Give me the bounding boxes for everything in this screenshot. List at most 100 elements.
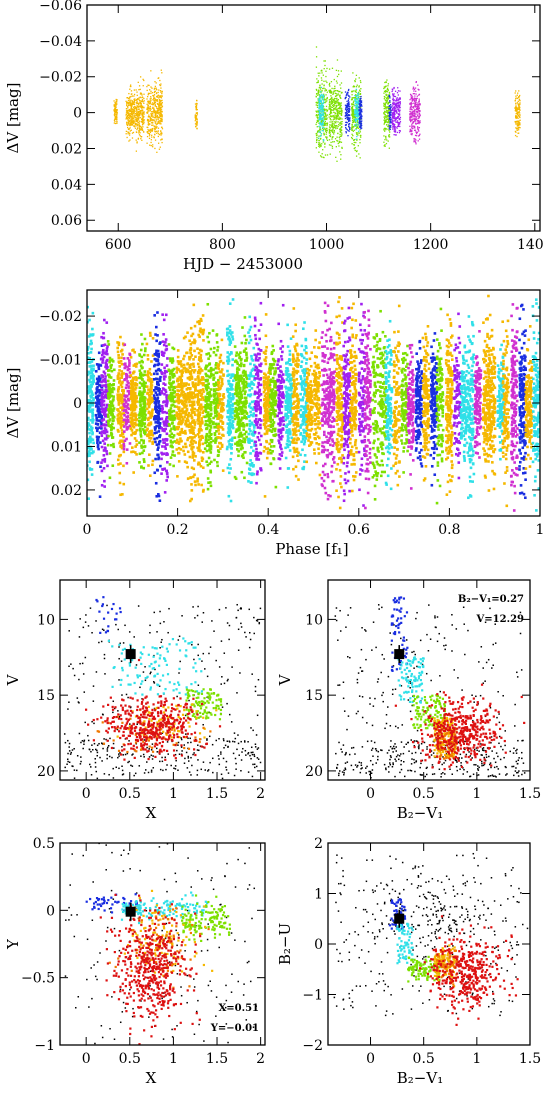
data-point: [315, 134, 318, 137]
data-point: [517, 120, 519, 122]
data-point: [347, 105, 350, 107]
data-point: [157, 118, 159, 120]
data-point: [389, 114, 391, 117]
data-point: [120, 370, 124, 373]
data-point: [321, 83, 323, 85]
data-point: [315, 114, 317, 117]
data-point: [147, 110, 149, 112]
data-point: [104, 393, 108, 397]
data-point: [321, 123, 323, 125]
data-point: [95, 387, 99, 391]
data-point: [181, 371, 185, 374]
data-point: [116, 341, 119, 344]
data-point: [127, 131, 129, 133]
data-point: [320, 100, 322, 102]
data-point: [169, 369, 173, 373]
data-point: [156, 349, 160, 353]
data-point: [335, 146, 337, 148]
data-point: [357, 102, 360, 104]
data-point: [321, 153, 323, 155]
data-point: [519, 122, 521, 124]
data-point: [352, 72, 354, 74]
data-point: [149, 102, 151, 104]
data-point: [156, 115, 158, 117]
data-point: [359, 99, 361, 102]
data-point: [329, 134, 332, 136]
data-point: [160, 130, 162, 132]
data-point: [149, 413, 152, 417]
data-point: [355, 125, 358, 127]
data-point: [329, 85, 331, 87]
data-point: [143, 100, 145, 102]
data-point: [117, 421, 120, 425]
data-point: [108, 403, 111, 407]
data-point: [330, 106, 332, 108]
data-point: [139, 88, 141, 91]
data-point: [110, 443, 113, 447]
data-point: [157, 130, 159, 132]
data-point: [141, 128, 143, 130]
data-point: [393, 107, 395, 109]
data-point: [131, 419, 134, 423]
data-point: [396, 127, 398, 129]
data-point: [322, 149, 324, 151]
data-point: [330, 98, 332, 100]
data-point: [120, 385, 124, 389]
data-point: [324, 146, 326, 148]
data-point: [147, 108, 149, 111]
data-point: [322, 74, 324, 76]
data-point: [170, 416, 173, 420]
data-point: [143, 396, 147, 400]
data-point: [383, 105, 385, 107]
data-point: [323, 95, 325, 97]
x-tick-label: 1200: [413, 237, 449, 253]
data-point: [322, 108, 324, 111]
data-point: [322, 105, 324, 107]
data-point: [118, 369, 121, 372]
data-point: [95, 416, 98, 420]
data-point: [138, 114, 141, 116]
data-point: [132, 109, 134, 112]
data-point: [315, 141, 318, 144]
data-point: [332, 115, 335, 117]
data-point: [105, 367, 109, 370]
data-point: [321, 103, 324, 105]
data-point: [359, 102, 362, 104]
data-point: [157, 419, 160, 423]
data-point: [320, 96, 322, 98]
data-point: [134, 365, 138, 368]
data-point: [517, 92, 519, 94]
y-tick-label: −0.04: [39, 34, 82, 50]
data-point: [415, 123, 417, 125]
data-point: [354, 94, 356, 97]
data-point: [339, 94, 341, 96]
data-point: [334, 112, 337, 115]
data-point: [132, 111, 134, 113]
data-point: [321, 93, 323, 96]
data-point: [150, 377, 153, 381]
data-point: [348, 125, 350, 128]
data-point: [159, 114, 162, 116]
data-point: [147, 388, 150, 391]
data-point: [127, 102, 129, 104]
data-point: [396, 120, 399, 122]
data-point: [151, 440, 154, 444]
data-point: [102, 343, 105, 347]
data-point: [106, 369, 110, 372]
data-point: [134, 112, 137, 115]
data-point: [137, 105, 139, 107]
data-point: [103, 479, 106, 483]
data-point: [150, 410, 154, 413]
data-point: [139, 135, 141, 137]
data-point: [157, 127, 160, 129]
data-point: [388, 91, 391, 94]
data-point: [320, 107, 323, 109]
data-point: [317, 130, 319, 132]
data-point: [88, 386, 91, 390]
data-point: [87, 373, 89, 377]
data-point: [87, 478, 90, 482]
data-point: [143, 337, 147, 341]
data-point: [417, 84, 419, 86]
data-point: [148, 439, 151, 443]
data-point: [116, 121, 118, 123]
